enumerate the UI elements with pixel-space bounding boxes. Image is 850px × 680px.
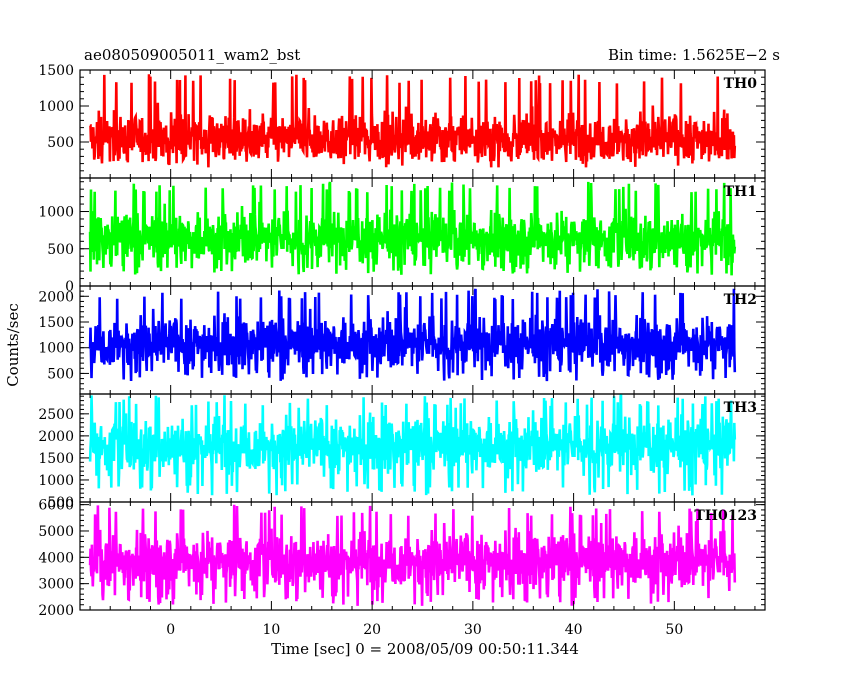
panel-th0123: 2000 3000 4000 5000 6000 TH0123 xyxy=(38,498,766,619)
x-tick-label: 10 xyxy=(262,622,280,638)
y-tick-label: 1000 xyxy=(38,99,74,115)
x-tick-label: 30 xyxy=(464,622,482,638)
panel-frame xyxy=(79,501,766,611)
y-tick-label: 1000 xyxy=(38,341,74,357)
x-tick-label: 50 xyxy=(665,622,683,638)
panel-label: TH2 xyxy=(724,292,757,308)
y-tick-label: 5000 xyxy=(38,524,74,540)
y-tick-label: 4000 xyxy=(38,550,74,566)
y-tick-label: 2000 xyxy=(38,289,74,305)
panel-label: TH0123 xyxy=(694,508,757,524)
y-tick-label: 1500 xyxy=(38,451,74,467)
bin-time-label: Bin time: 1.5625E−2 s xyxy=(608,46,780,64)
series-th0 xyxy=(89,74,737,168)
panel-th0: 500 1000 1500 TH0 xyxy=(38,63,766,179)
y-tick-label: 1000 xyxy=(38,205,74,221)
y-tick-label: 0 xyxy=(65,279,74,295)
y-tick-label: 2000 xyxy=(38,603,74,619)
panel-th1: 0 500 1000 TH1 xyxy=(38,177,766,295)
panel-label: TH1 xyxy=(724,184,757,200)
x-axis-label: Time [sec] 0 = 2008/05/09 00:50:11.344 xyxy=(271,640,579,658)
y-tick-label: 1500 xyxy=(38,315,74,331)
y-axis-label: Counts/sec xyxy=(4,303,22,387)
panel-label: TH3 xyxy=(724,400,757,416)
panel-label: TH0 xyxy=(724,76,758,92)
panels-group: 50010001500TH005001000TH1500100015002000… xyxy=(38,63,766,638)
y-tick-label: 6000 xyxy=(38,498,74,514)
y-tick-label: 500 xyxy=(47,242,74,258)
series-th0123 xyxy=(88,504,737,606)
series-th1 xyxy=(88,181,737,276)
y-tick-label: 500 xyxy=(47,135,74,151)
x-tick-label: 0 xyxy=(166,622,175,638)
y-tick-label: 3000 xyxy=(38,577,74,593)
panel-th3: 500 1000 1500 2000 2500 TH3 xyxy=(38,393,766,511)
y-tick-label: 2000 xyxy=(38,429,74,445)
series-th2 xyxy=(88,288,737,382)
y-tick-label: 1000 xyxy=(38,473,74,489)
y-tick-label: 2500 xyxy=(38,407,74,423)
series-th3 xyxy=(88,394,737,496)
x-tick-label: 40 xyxy=(565,622,583,638)
plot-title: ae080509005011_wam2_bst xyxy=(84,46,300,64)
y-tick-label: 500 xyxy=(47,495,74,511)
y-tick-label: 500 xyxy=(47,366,74,382)
x-tick-label: 20 xyxy=(363,622,381,638)
panel-th2: 500 1000 1500 2000 TH2 xyxy=(38,285,766,395)
y-tick-label: 1500 xyxy=(38,63,74,79)
